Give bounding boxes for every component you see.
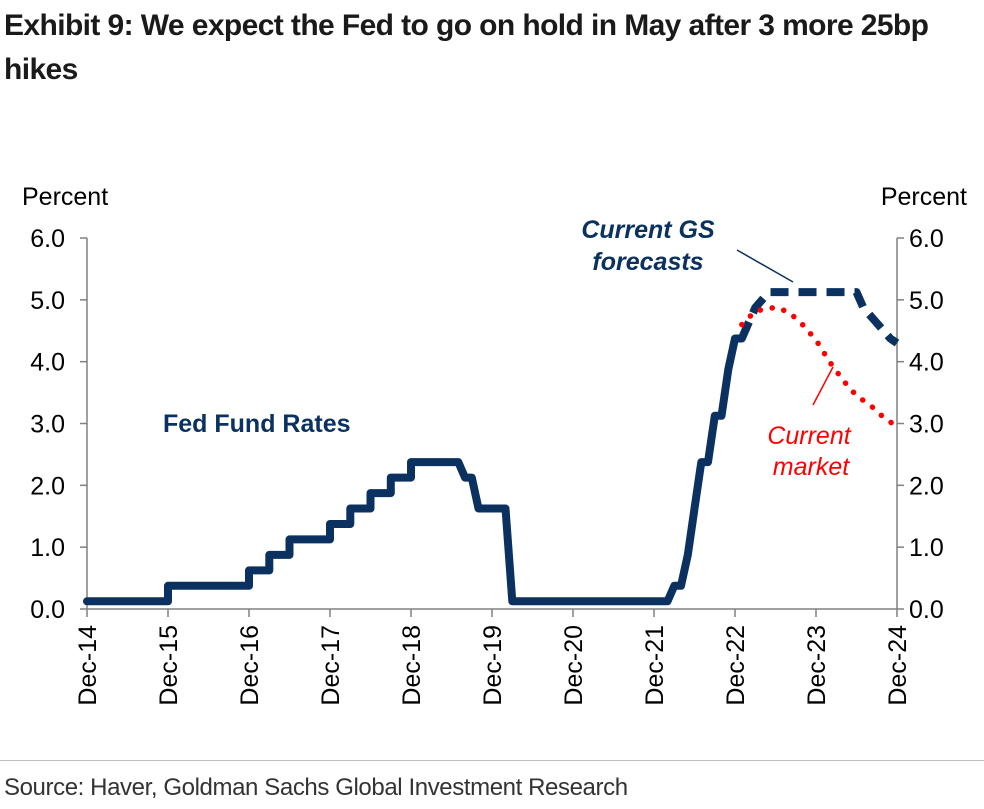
- x-tick-label: Dec-20: [560, 625, 588, 706]
- y-axis-label-left: Percent: [22, 183, 108, 211]
- y-tick-label-right: 3.0: [909, 411, 944, 439]
- annotation-fed-fund-rates: Fed Fund Rates: [163, 410, 351, 438]
- x-tick-label: Dec-24: [884, 625, 912, 706]
- y-tick-label-right: 5.0: [909, 287, 944, 315]
- y-tick-label-left: 2.0: [30, 472, 65, 500]
- x-tick-label: Dec-17: [317, 625, 345, 706]
- annotation-market-line2: market: [773, 453, 850, 481]
- annotation-gs-forecast-line2: forecasts: [592, 248, 703, 276]
- y-tick-label-left: 3.0: [30, 411, 65, 439]
- market-pointer: [812, 366, 834, 406]
- y-tick-label-left: 0.0: [30, 596, 65, 624]
- y-tick-label-right: 2.0: [909, 472, 944, 500]
- x-tick-label: Dec-19: [479, 625, 507, 706]
- source-divider: [0, 760, 984, 761]
- x-tick-label: Dec-23: [803, 625, 831, 706]
- y-tick-label-right: 1.0: [909, 534, 944, 562]
- series-line-solid: [83, 334, 746, 606]
- source-note: Source: Haver, Goldman Sachs Global Inve…: [4, 774, 628, 801]
- series-group: [83, 288, 900, 606]
- series-line-dotted: [739, 304, 900, 430]
- chart-title: Exhibit 9: We expect the Fed to go on ho…: [4, 9, 929, 86]
- y-tick-label-left: 6.0: [30, 225, 65, 253]
- y-tick-label-right: 4.0: [909, 349, 944, 377]
- x-tick-label: Dec-16: [236, 625, 264, 706]
- chart: 0.0 0.0 1.0 1.0 2.0 2.0 3.0 3.0 4.0 4.0 5.0 5.0 6.0 6…: [22, 183, 967, 706]
- x-tick-label: Dec-15: [155, 625, 183, 706]
- gs-forecast-pointer: [736, 249, 794, 283]
- y-axis-label-right: Percent: [881, 183, 967, 211]
- ticks: 0.0 0.0 1.0 1.0 2.0 2.0 3.0 3.0 4.0 4.0 5.0 5.0 6.0 6…: [30, 225, 944, 706]
- y-tick-label-right: 6.0: [909, 225, 944, 253]
- y-tick-label-left: 1.0: [30, 534, 65, 562]
- y-tick-label-left: 4.0: [30, 349, 65, 377]
- series-line-dashed: [738, 288, 900, 347]
- x-tick-label: Dec-22: [722, 625, 750, 706]
- annotation-gs-forecast-line1: Current GS: [581, 216, 715, 244]
- x-tick-label: Dec-14: [74, 625, 102, 706]
- x-tick-label: Dec-21: [641, 625, 669, 706]
- x-tick-label: Dec-18: [398, 625, 426, 706]
- y-tick-label-left: 5.0: [30, 287, 65, 315]
- annotations: Percent Percent Fed Fund Rates Current G…: [22, 183, 967, 481]
- annotation-market-line1: Current: [767, 422, 851, 450]
- y-tick-label-right: 0.0: [909, 596, 944, 624]
